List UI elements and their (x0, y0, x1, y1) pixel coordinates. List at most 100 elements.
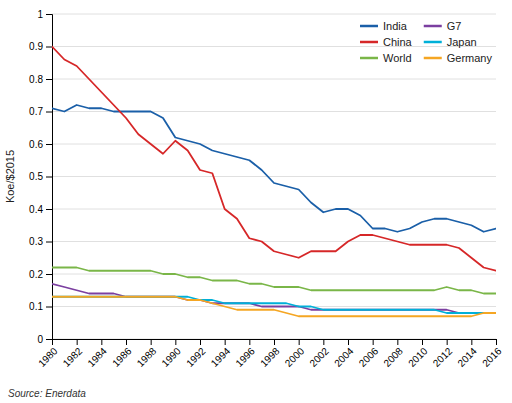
tick: 0.8 (29, 74, 52, 85)
tick-label: 0.3 (29, 236, 43, 247)
tick-label: 0.6 (29, 139, 43, 150)
tick-label: 2004 (332, 345, 356, 369)
legend-item: Japan (424, 36, 477, 48)
legend-swatch (360, 57, 378, 60)
tick: 1996 (233, 339, 257, 369)
grid-line (52, 14, 496, 15)
tick: 0.4 (29, 204, 52, 215)
legend-item: India (360, 20, 408, 32)
legend-swatch (424, 57, 442, 60)
tick: 0.2 (29, 269, 52, 280)
legend-swatch (360, 41, 378, 44)
tick-label: 1 (37, 9, 43, 20)
tick-mark (471, 339, 472, 345)
tick: 1990 (159, 339, 183, 369)
tick: 2004 (332, 339, 356, 369)
tick-label: 0.1 (29, 301, 43, 312)
tick-mark (126, 339, 127, 345)
legend-item: China (360, 36, 413, 48)
tick: 2006 (357, 339, 381, 369)
legend-swatch (424, 41, 442, 44)
tick: 2008 (381, 339, 405, 369)
tick: 1998 (258, 339, 282, 369)
tick-label: 2000 (283, 345, 307, 369)
tick-mark (77, 339, 78, 345)
series-line (52, 105, 496, 232)
tick: 1986 (110, 339, 134, 369)
x-axis: 1980198219841986198819901992199419961998… (36, 339, 504, 369)
legend-item: World (360, 52, 412, 64)
tick-mark (46, 79, 52, 80)
tick-mark (249, 339, 250, 345)
tick: 1994 (209, 339, 233, 369)
tick-label: 2016 (480, 345, 504, 369)
annotation: Source: Enerdata (8, 388, 86, 399)
tick-label: 1984 (85, 345, 109, 369)
tick-label: 1994 (209, 345, 233, 369)
grid-line (52, 274, 496, 275)
tick-label: 1986 (110, 345, 134, 369)
legend-swatch (424, 25, 442, 28)
legend: India China World G7 Japan Germany (360, 20, 492, 64)
tick-mark (46, 242, 52, 243)
grid-line (52, 209, 496, 210)
tick-label: 0.5 (29, 171, 43, 182)
tick: 0 (37, 334, 52, 345)
tick-label: 0.8 (29, 74, 43, 85)
tick-label: 0.2 (29, 269, 43, 280)
tick-mark (46, 307, 52, 308)
tick-mark (496, 339, 497, 345)
legend-label: Germany (447, 52, 493, 64)
tick-label: 0 (37, 334, 43, 345)
tick: 0.7 (29, 106, 52, 117)
tick-mark (46, 339, 52, 340)
tick: 2000 (283, 339, 307, 369)
legend-label: China (383, 36, 413, 48)
axis-line (46, 15, 53, 340)
tick-label: 2010 (406, 345, 430, 369)
tick: 1992 (184, 339, 208, 369)
tick-mark (46, 47, 52, 48)
tick-mark (274, 339, 275, 345)
legend-label: Japan (447, 36, 477, 48)
tick-label: 0.7 (29, 106, 43, 117)
tick: 2016 (480, 339, 504, 369)
legend-item: Germany (424, 52, 493, 64)
lines (52, 47, 496, 317)
tick: 2012 (431, 339, 455, 369)
tick-mark (299, 339, 300, 345)
grid-line (52, 176, 496, 177)
tick-label: 0.9 (29, 41, 43, 52)
tick-mark (46, 274, 52, 275)
tick-label: 1988 (135, 345, 159, 369)
tick-label: 0.4 (29, 204, 43, 215)
tick-label: 2002 (307, 345, 331, 369)
grid (52, 14, 496, 339)
tick: 2014 (455, 339, 479, 369)
tick-mark (175, 339, 176, 345)
tick: 0.1 (29, 301, 52, 312)
tick-label: 1992 (184, 345, 208, 369)
legend-item: G7 (424, 20, 462, 32)
tick-mark (46, 209, 52, 210)
tick: 0.9 (29, 41, 52, 52)
grid-line (52, 79, 496, 80)
series-line (52, 297, 496, 317)
tick: 2010 (406, 339, 430, 369)
tick: 0.5 (29, 171, 52, 182)
tick-label: 2006 (357, 345, 381, 369)
tick-mark (225, 339, 226, 345)
tick-label: 1990 (159, 345, 183, 369)
grid-line (52, 144, 496, 145)
tick-mark (46, 14, 52, 15)
tick-mark (373, 339, 374, 345)
tick-mark (323, 339, 324, 345)
tick-label: 1998 (258, 345, 282, 369)
tick: 1 (37, 9, 52, 20)
legend-label: India (383, 20, 408, 32)
axis-line (53, 340, 497, 346)
plot: 1980198219841986198819901992199419961998… (4, 9, 504, 369)
tick: 2002 (307, 339, 331, 369)
series-line (52, 284, 496, 313)
tick-label: 2014 (455, 345, 479, 369)
